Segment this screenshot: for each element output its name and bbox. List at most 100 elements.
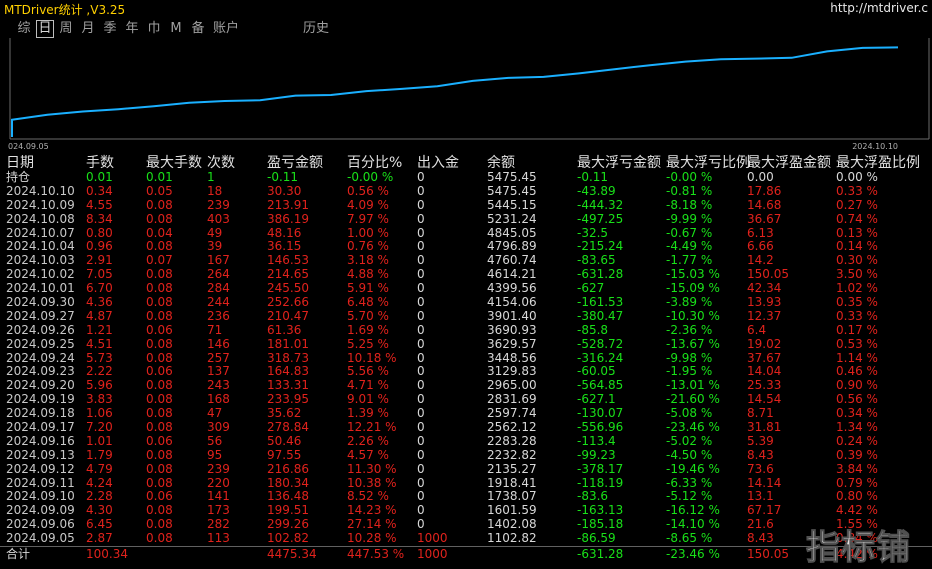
position-max-lots: 0.01: [146, 170, 173, 184]
row-date: 2024.10.09: [6, 197, 75, 212]
row-pnl: 213.91: [267, 197, 309, 212]
row-pnl: 245.50: [267, 281, 309, 296]
table-row: 2024.10.10 0.34 0.05 18 30.30 0.56 % 0 5475.45 -…: [0, 183, 932, 199]
row-date: 2024.09.17: [6, 420, 75, 435]
row-max-dd-pct: -0.67 %: [666, 225, 713, 240]
row-flow: 0: [417, 183, 425, 198]
row-flow: 1000: [417, 531, 448, 546]
row-max-fp: 150.05: [747, 267, 789, 282]
row-flow: 0: [417, 447, 425, 462]
row-max-fp-pct: 0.27 %: [836, 197, 878, 212]
table-row: 2024.09.20 5.96 0.08 243 133.31 4.71 % 0 2965.0…: [0, 378, 932, 393]
tab-summary[interactable]: 综: [17, 21, 31, 36]
row-max-fp-pct: 4.42 %: [836, 503, 878, 518]
daily-rows: 2024.10.10 0.34 0.05 18 30.30 0.56 % 0 5475.45 -…: [0, 183, 932, 546]
row-lots: 2.22: [86, 364, 113, 379]
row-flow: 0: [417, 336, 425, 351]
row-max-dd-pct: -14.10 %: [666, 517, 720, 532]
row-lots: 4.30: [86, 503, 113, 518]
row-max-dd-pct: -4.50 %: [666, 447, 713, 462]
row-balance: 1402.08: [487, 517, 537, 532]
tab-magic[interactable]: M: [170, 21, 182, 36]
row-pnl: 48.16: [267, 225, 302, 240]
row-max-dd: -32.5: [577, 225, 609, 240]
row-lots: 3.83: [86, 392, 113, 407]
row-date: 2024.10.04: [6, 239, 75, 254]
row-flow: 0: [417, 308, 425, 323]
row-lots: 4.36: [86, 295, 113, 310]
row-max-fp: 14.54: [747, 392, 782, 407]
row-max-dd-pct: -15.09 %: [666, 281, 720, 296]
row-max-dd: -556.96: [577, 420, 624, 435]
row-max-dd: -316.24: [577, 350, 624, 365]
row-max-dd-pct: -3.89 %: [666, 295, 713, 310]
row-date: 2024.10.03: [6, 253, 75, 268]
x-start-label: 024.09.05: [8, 142, 49, 151]
row-max-fp: 14.2: [747, 253, 774, 268]
row-max-lots: 0.08: [146, 350, 173, 365]
row-pct: 27.14 %: [347, 517, 397, 532]
table-row: 2024.10.03 2.91 0.07 167 146.53 3.18 % 0 4760.7…: [0, 253, 932, 268]
row-pct: 9.01 %: [347, 392, 389, 407]
tab-month[interactable]: 月: [81, 21, 95, 36]
row-max-fp: 25.33: [747, 378, 782, 393]
tab-symbol[interactable]: 巾: [147, 21, 161, 36]
row-max-lots: 0.08: [146, 406, 173, 421]
row-pnl: 199.51: [267, 503, 309, 518]
header-max-dd-pct: 最大浮亏比例: [666, 155, 750, 171]
tab-history[interactable]: 历史: [302, 21, 329, 36]
row-pct: 4.71 %: [347, 378, 389, 393]
row-lots: 2.28: [86, 489, 113, 504]
row-max-fp-pct: 0.56 %: [836, 392, 878, 407]
position-lots: 0.01: [86, 170, 113, 184]
tab-day[interactable]: 日: [36, 20, 54, 38]
tab-year[interactable]: 年: [125, 21, 139, 36]
row-max-fp: 42.34: [747, 281, 782, 296]
row-max-fp-pct: 0.84 %: [836, 531, 878, 546]
row-max-dd-pct: -13.01 %: [666, 378, 720, 393]
tab-quarter[interactable]: 季: [103, 21, 117, 36]
row-max-fp-pct: 1.34 %: [836, 420, 878, 435]
row-pct: 0.76 %: [347, 239, 389, 254]
row-date: 2024.09.24: [6, 350, 75, 365]
row-max-lots: 0.04: [146, 225, 173, 240]
table-row: 2024.10.02 7.05 0.08 264 214.65 4.88 % 0 4614.2…: [0, 267, 932, 282]
tab-note[interactable]: 备: [191, 21, 205, 36]
row-pnl: 146.53: [267, 253, 309, 268]
row-pct: 11.30 %: [347, 461, 397, 476]
total-max-fp-pct: 4.42 %: [836, 547, 878, 562]
row-pnl: 35.62: [267, 406, 302, 421]
row-max-dd: -378.17: [577, 461, 624, 476]
row-max-dd-pct: -10.30 %: [666, 308, 720, 323]
row-max-fp-pct: 0.46 %: [836, 364, 878, 379]
row-flow: 0: [417, 392, 425, 407]
row-max-fp-pct: 1.02 %: [836, 281, 878, 296]
row-max-fp: 14.68: [747, 197, 782, 212]
row-flow: 0: [417, 253, 425, 268]
row-flow: 0: [417, 281, 425, 296]
site-url-link[interactable]: http://mtdriver.c: [830, 1, 928, 15]
tab-account[interactable]: 账户: [212, 21, 239, 36]
row-max-fp-pct: 0.90 %: [836, 378, 878, 393]
row-lots: 1.21: [86, 322, 113, 337]
table-row: 2024.10.01 6.70 0.08 284 245.50 5.91 % 0 4399.5…: [0, 281, 932, 296]
row-max-fp: 5.39: [747, 433, 774, 448]
table-row: 2024.10.09 4.55 0.08 239 213.91 4.09 % 0 5445.1…: [0, 197, 932, 213]
total-max-dd: -631.28: [577, 547, 624, 562]
table-row: 2024.09.30 4.36 0.08 244 252.66 6.48 % 0 4154.0…: [0, 295, 932, 310]
row-count: 239: [207, 461, 230, 476]
total-label: 合计: [6, 547, 31, 562]
tab-week[interactable]: 周: [59, 21, 73, 36]
table-row: 2024.09.24 5.73 0.08 257 318.73 10.18 % 0 3448.…: [0, 350, 932, 366]
position-flow: 0: [417, 170, 425, 184]
row-max-lots: 0.08: [146, 461, 173, 476]
row-max-fp: 6.66: [747, 239, 774, 254]
row-max-lots: 0.08: [146, 211, 173, 226]
row-balance: 1918.41: [487, 475, 537, 490]
row-date: 2024.09.09: [6, 503, 75, 518]
table-row: 2024.09.25 4.51 0.08 146 181.01 5.25 % 0 3629.5…: [0, 336, 932, 352]
row-flow: 0: [417, 211, 425, 226]
row-pct: 1.39 %: [347, 406, 389, 421]
row-flow: 0: [417, 350, 425, 365]
row-max-fp-pct: 0.33 %: [836, 308, 878, 323]
